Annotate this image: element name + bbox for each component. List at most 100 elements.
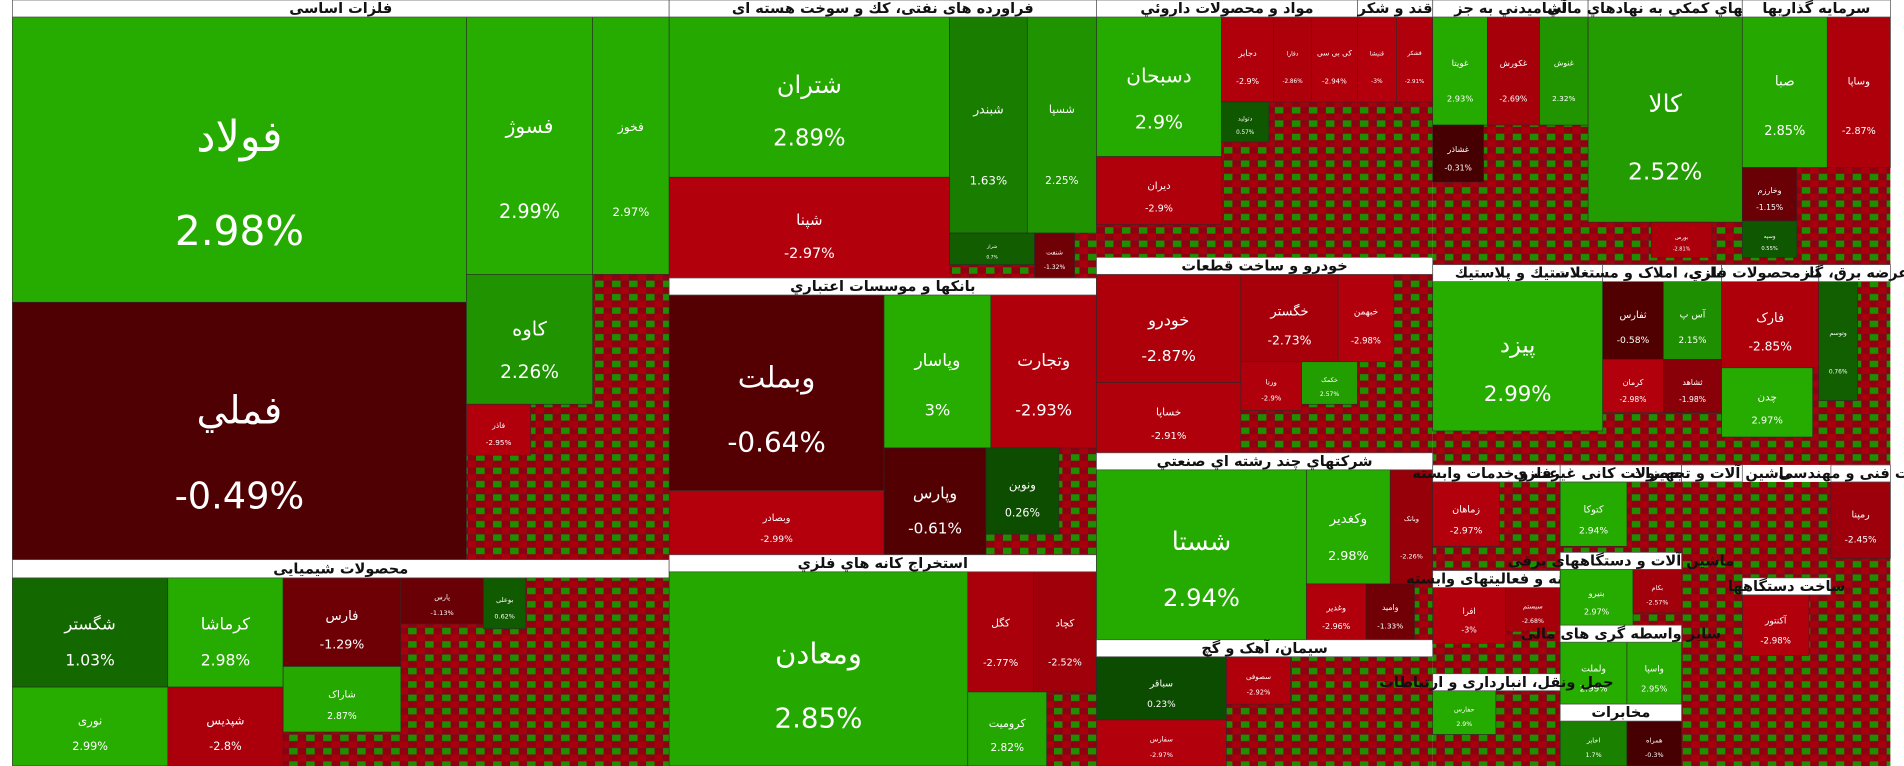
- tile-value-label: -1.29%: [320, 637, 365, 652]
- tile-name: فسوژ: [505, 114, 554, 138]
- tile: [1602, 359, 1664, 414]
- tile: [1432, 587, 1506, 644]
- tile-value-label: -3%: [1461, 625, 1477, 634]
- tile-value-label: -2.9%: [1261, 395, 1281, 403]
- tile-value-label: -0.64%: [727, 426, 825, 459]
- tile-name: حفارس: [1454, 706, 1475, 714]
- tile: [1221, 101, 1270, 143]
- tile: [668, 176, 950, 279]
- tile: [1096, 719, 1227, 766]
- tile: [466, 274, 593, 405]
- tile: [1226, 656, 1291, 705]
- tile: [1432, 690, 1497, 735]
- tile-value-label: -1.15%: [1756, 203, 1783, 212]
- tile-name: بکام: [1652, 584, 1664, 592]
- sector-title: شرکتهاي چند رشته اي صنعتي: [1157, 453, 1373, 471]
- tile-name: کچاد: [1055, 618, 1074, 629]
- tile: [1741, 16, 1828, 168]
- tile-value-label: -2.95%: [486, 438, 512, 447]
- tile: [1357, 16, 1397, 103]
- sector: ولملت 2.99% واسپا 2.95% سایر واسطه گری های م…: [1521, 624, 1721, 705]
- tile-name: چدن: [1757, 392, 1776, 404]
- tile-name: دیران: [1147, 181, 1170, 192]
- tile: [883, 294, 992, 449]
- tile: [949, 16, 1028, 234]
- tile-value-label: 0.57%: [1236, 130, 1255, 136]
- sector-header: [1432, 673, 1561, 692]
- tile: [1240, 274, 1339, 363]
- tile-name: همراه: [1646, 736, 1663, 744]
- tile: [1626, 641, 1682, 705]
- tile-name: رمپنا: [1851, 509, 1870, 520]
- tile-name: کرمان: [1623, 378, 1644, 387]
- sector-title: ماشین آلات و دستگاههای برقی: [1508, 551, 1734, 569]
- tile-value-label: -2.73%: [1267, 332, 1311, 347]
- sector-title: عرضه برق، گاز: [1800, 264, 1904, 282]
- tile-value-label: 0.23%: [1147, 700, 1176, 710]
- tile-name: شپدیس: [206, 714, 244, 729]
- sector-header: [1096, 639, 1434, 658]
- tile: [483, 577, 527, 630]
- tile-value-label: 2.52%: [1628, 157, 1702, 185]
- tile-value-label: 1.7%: [1585, 751, 1601, 759]
- sector: وتوسم 0.76% عرضه برق، گاز: [1800, 264, 1904, 401]
- tile-value-label: -2.57%: [1646, 600, 1668, 607]
- tile: [1559, 641, 1628, 705]
- sector: ومعادن 2.85% کگل -2.77% کچاد -2.52% کروميت 2.82…: [668, 554, 1097, 766]
- sector-title: سایر واسطه گری های مالی: [1521, 624, 1721, 642]
- tile-value-label: 1.03%: [65, 651, 114, 669]
- tile-name: وپارس: [913, 483, 957, 503]
- tile-name: غنوش: [1554, 58, 1574, 67]
- tile-value-label: 2.97%: [1752, 415, 1783, 426]
- tile: [12, 686, 169, 766]
- sector: سباقر 0.23% سفارس -2.97% سصوفی -2.92% سیمان، آ…: [1096, 639, 1434, 766]
- tile-value-label: 2.25%: [1045, 175, 1078, 187]
- tile-name: وخارزم: [1758, 186, 1782, 195]
- sector-title: بانكها و موسسات اعتباري: [790, 278, 975, 296]
- tile-name: خودرو: [1147, 310, 1189, 330]
- tile: [1432, 481, 1500, 547]
- tile: [1033, 571, 1097, 693]
- sector: دسبحان 2.9% دیران -2.9% دجابر -2.9% دفارا -2.86…: [1096, 0, 1358, 225]
- tile-name: وبانک: [1404, 515, 1419, 523]
- tile-name: زماهان: [1452, 505, 1480, 516]
- sector: ماشین آلات و تجهیزات: [1631, 464, 1793, 483]
- tile: [1096, 16, 1222, 157]
- sector-title: لاستيك و پلاستيك: [1455, 265, 1581, 282]
- tile-name: وغدیر: [1325, 602, 1346, 612]
- tile-name: غويتا: [1452, 59, 1469, 69]
- tile-value-label: -2.98%: [1351, 335, 1381, 345]
- tile: [1559, 569, 1634, 626]
- tile: [1721, 367, 1813, 438]
- sector-title: مخابرات: [1591, 704, 1650, 721]
- tile-value-label: -1.32%: [1044, 264, 1066, 271]
- tile-name: خساپا: [1156, 407, 1181, 419]
- tile-name: شنفت: [1046, 248, 1063, 256]
- tile-name: غکورش: [1500, 58, 1528, 68]
- tile-value-label: 0.26%: [1005, 506, 1040, 519]
- sector-title: محصولات شیمیایی: [273, 560, 408, 577]
- tile-value-label: -3%: [1371, 79, 1383, 85]
- tile: [1096, 469, 1307, 641]
- tile-value-label: -2.45%: [1845, 536, 1877, 546]
- tile-name: کگل: [991, 616, 1010, 629]
- tile-name: کاوه: [512, 318, 548, 341]
- sector: اخابر 1.7% همراه -0.3% مخابرات: [1559, 703, 1682, 766]
- tile: [1721, 281, 1820, 369]
- tile-name: غشاذر: [1446, 144, 1469, 154]
- tile: [668, 16, 950, 178]
- tile: [1632, 569, 1682, 614]
- sector-title: ساخت محصولات فلزي: [1689, 265, 1851, 283]
- tile-value-label: 2.94%: [1163, 584, 1240, 612]
- tile: [668, 571, 969, 766]
- sector-title: فلزات اساسی: [289, 0, 392, 17]
- tile-value-label: -2.92%: [1247, 689, 1271, 697]
- tile-name: شتران: [777, 71, 842, 99]
- tile-value-label: 2.94%: [1579, 525, 1608, 536]
- tile: [1396, 16, 1434, 103]
- tile: [1273, 16, 1312, 103]
- tile: [668, 294, 885, 491]
- tile-value-label: -0.61%: [908, 520, 962, 538]
- tile-name: فارس: [325, 609, 358, 624]
- tile: [282, 666, 402, 733]
